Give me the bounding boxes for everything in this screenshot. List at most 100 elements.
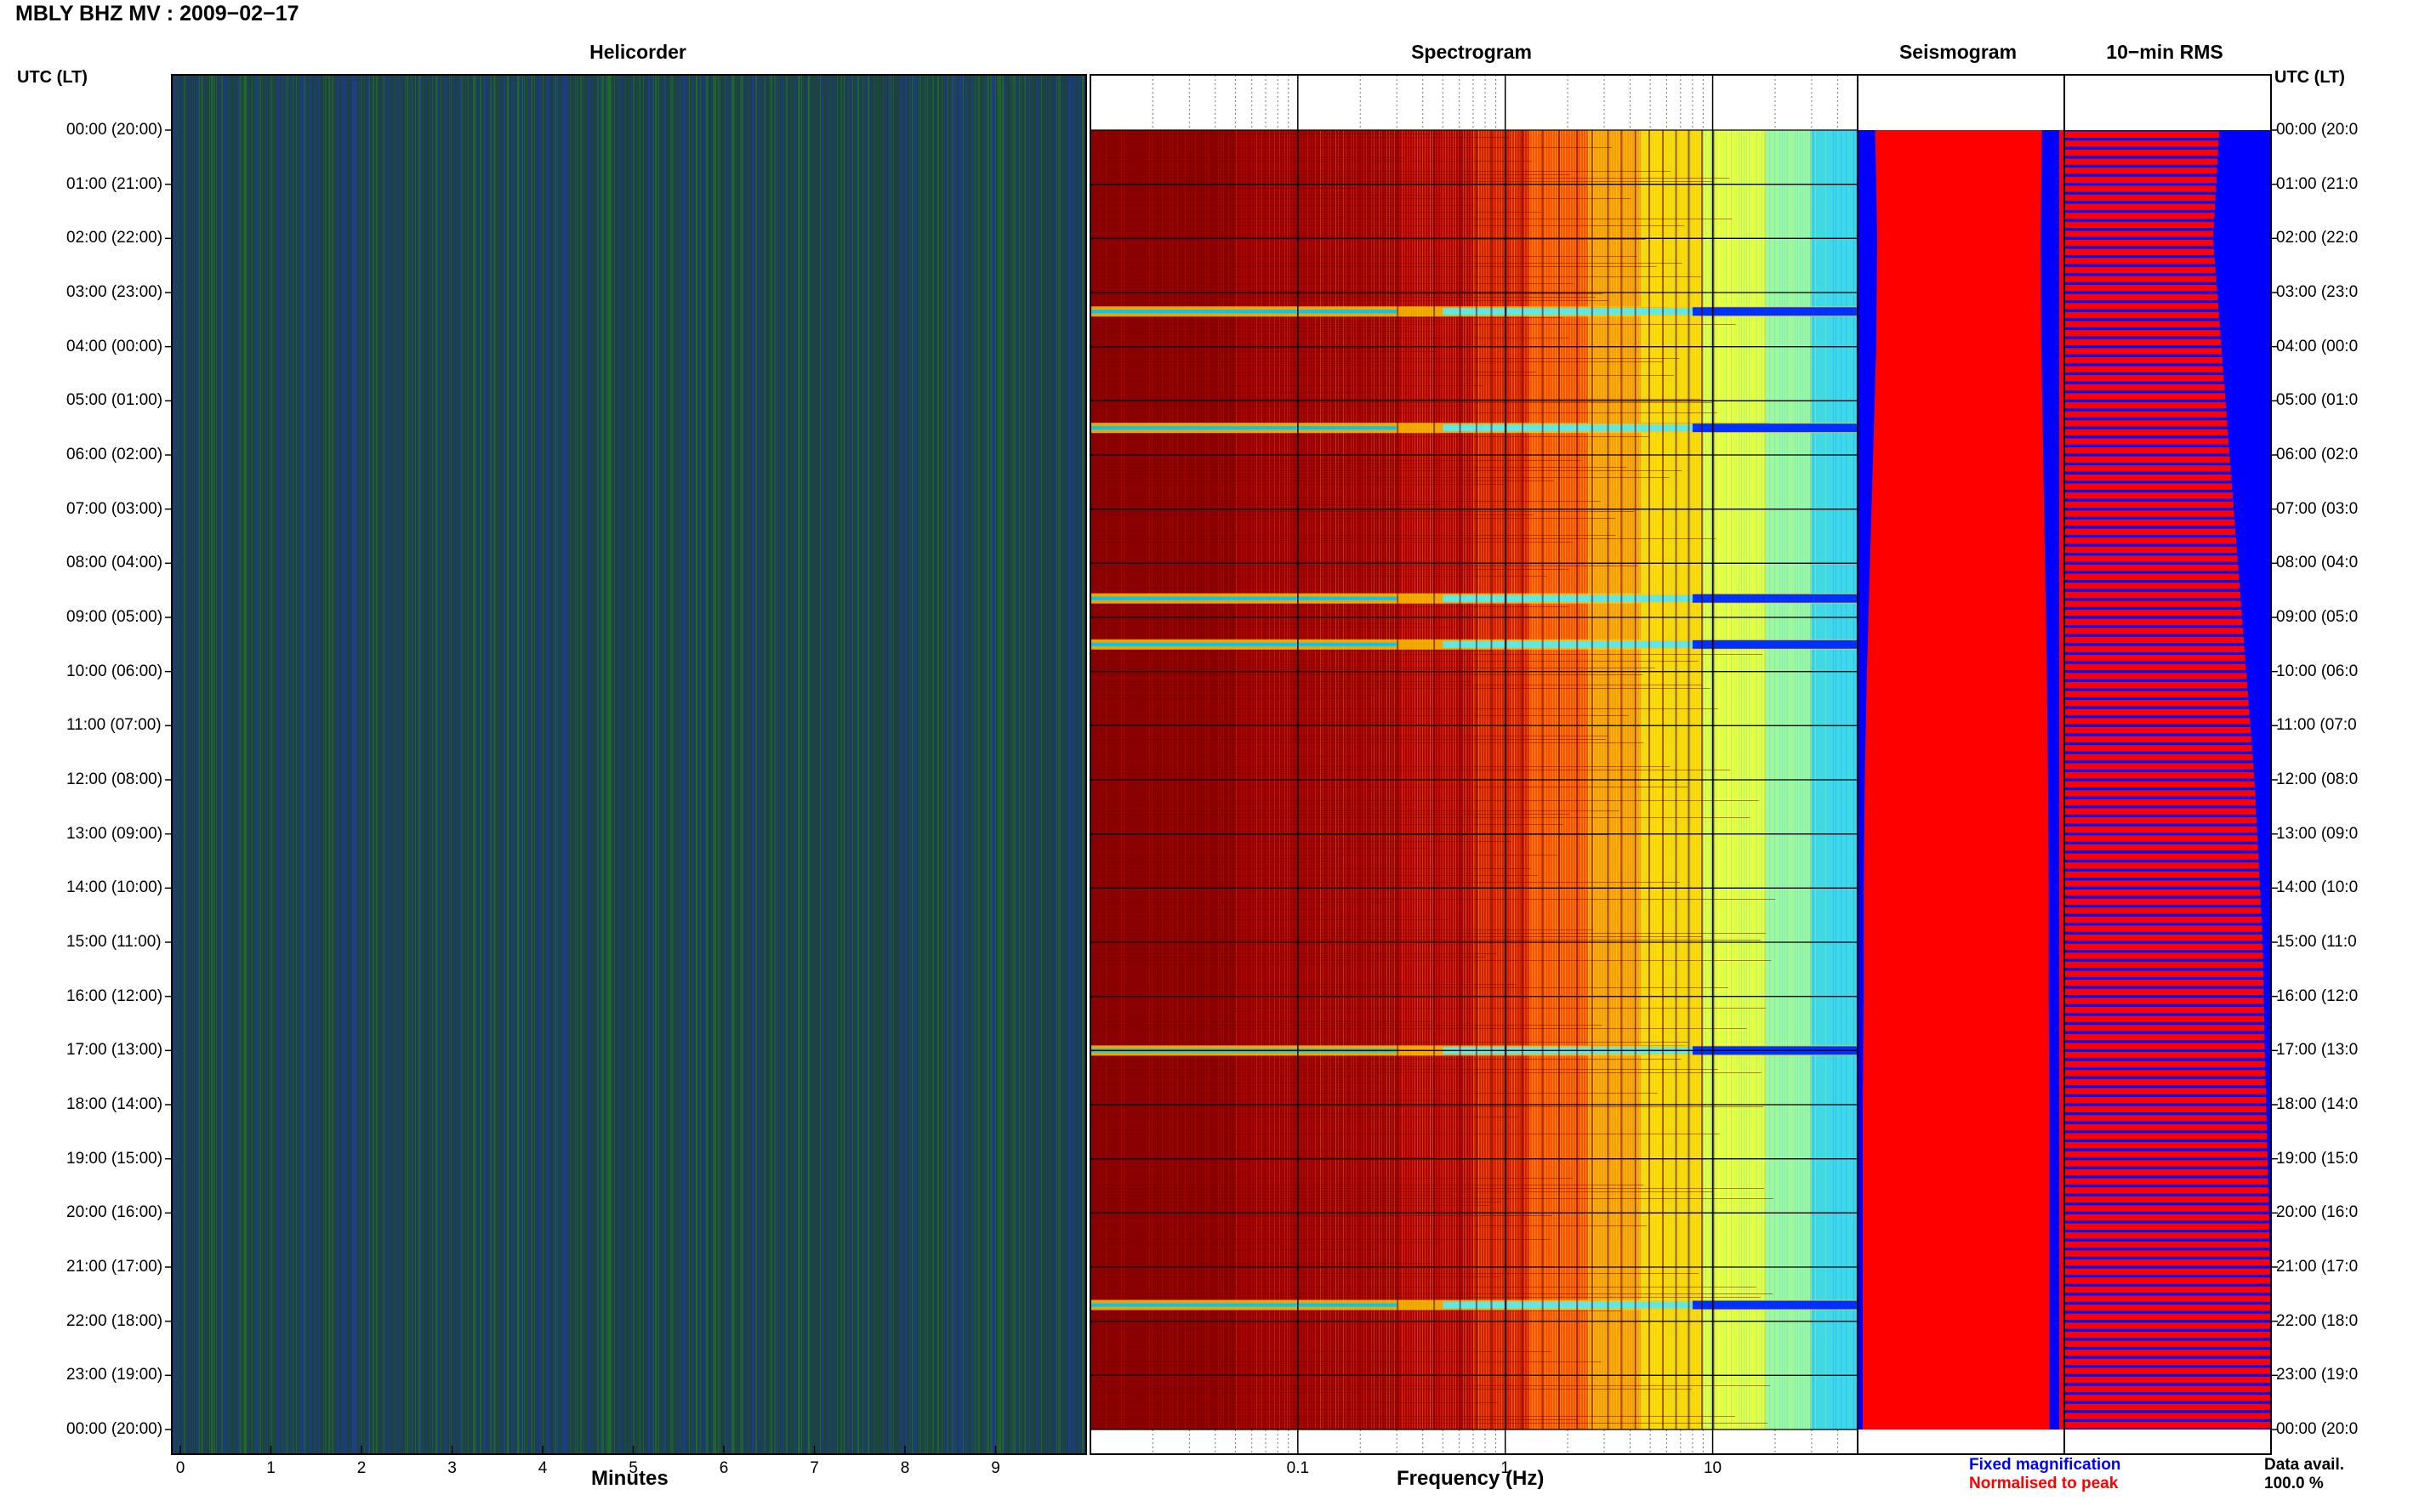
rms-bar xyxy=(2064,925,2262,932)
helicorder-trace xyxy=(374,75,375,1454)
helicorder-trace xyxy=(255,75,257,1454)
helicorder-trace xyxy=(204,75,205,1454)
rms-bar xyxy=(2064,1160,2268,1167)
minutes-tick-label: 3 xyxy=(447,1459,457,1477)
rms-bar xyxy=(2064,149,2218,156)
helicorder-trace xyxy=(932,75,934,1454)
helicorder-trace xyxy=(956,75,957,1454)
helicorder-trace xyxy=(566,75,568,1454)
helicorder-trace xyxy=(490,75,492,1454)
time-label-left: 09:00 (05:00) xyxy=(66,608,163,626)
helicorder-trace xyxy=(985,75,987,1454)
rms-bar xyxy=(2064,456,2230,463)
spectrogram-texture xyxy=(1090,681,1471,682)
spectrogram-texture xyxy=(1090,225,1685,226)
helicorder-trace xyxy=(975,75,976,1454)
helicorder-trace xyxy=(400,75,401,1454)
helicorder-trace xyxy=(811,75,812,1454)
helicorder-trace xyxy=(517,75,519,1454)
helicorder-trace xyxy=(978,75,980,1454)
helicorder-trace xyxy=(796,75,797,1454)
helicorder-trace xyxy=(1060,75,1061,1454)
spectrogram-texture xyxy=(1090,688,1710,689)
helicorder-trace xyxy=(779,75,780,1454)
spectrogram-texture xyxy=(1090,810,1619,811)
rms-bar xyxy=(2064,221,2214,229)
spectrogram-texture xyxy=(1090,497,1343,498)
helicorder-trace xyxy=(357,75,359,1454)
helicorder-trace xyxy=(344,75,345,1454)
helicorder-trace xyxy=(287,75,288,1454)
helicorder-trace xyxy=(218,75,219,1454)
x-ticks: 0 1 2 3 4 5 6 7 8 9 0.1 1 10 xyxy=(176,1446,1722,1477)
rms-bar xyxy=(2064,203,2216,210)
rms-bar xyxy=(2064,1340,2271,1347)
rms-bar xyxy=(2064,718,2251,725)
helicorder-trace xyxy=(235,75,236,1454)
helicorder-trace xyxy=(868,75,869,1454)
helicorder-trace xyxy=(864,75,866,1454)
time-label-left: 00:00 (20:00) xyxy=(66,121,163,139)
spectrogram-texture xyxy=(1090,514,1534,515)
event-blue xyxy=(1692,594,1858,603)
legend-normalised: Normalised to peak xyxy=(1969,1475,2119,1492)
helicorder-trace xyxy=(561,75,563,1454)
rms-bar xyxy=(2064,158,2218,165)
helicorder-trace xyxy=(407,75,408,1454)
helicorder-trace xyxy=(910,75,911,1454)
helicorder-trace xyxy=(755,75,757,1454)
helicorder-trace xyxy=(992,75,993,1454)
rms-bar xyxy=(2064,980,2264,986)
helicorder-trace xyxy=(839,75,840,1454)
helicorder-trace xyxy=(189,75,190,1454)
helicorder-trace xyxy=(376,75,378,1454)
helicorder-trace xyxy=(415,75,416,1454)
helicorder-trace xyxy=(873,75,874,1454)
helicorder-trace xyxy=(900,75,902,1454)
rms-bar xyxy=(2064,763,2254,770)
helicorder-trace xyxy=(388,75,390,1454)
helicorder-trace xyxy=(834,75,835,1454)
spectrogram-texture xyxy=(1090,1361,1602,1362)
rms-bar xyxy=(2064,321,2220,327)
event-cyan xyxy=(1443,640,1858,648)
spectrogram-texture xyxy=(1090,936,1703,937)
helicorder-trace xyxy=(1021,75,1022,1454)
helicorder-trace xyxy=(277,75,279,1454)
helicorder-trace xyxy=(456,75,457,1454)
spectrogram-texture xyxy=(1090,1351,1551,1352)
data-avail-label: Data avail. xyxy=(2264,1456,2344,1474)
rms-bar xyxy=(2064,465,2231,472)
spectrogram-texture xyxy=(1090,1263,1432,1264)
helicorder-trace xyxy=(332,75,333,1454)
helicorder-trace xyxy=(735,75,737,1454)
event-low xyxy=(1090,426,1397,430)
spectrogram-texture xyxy=(1090,324,1736,325)
rms-bar xyxy=(2064,591,2240,599)
helicorder-header: Helicorder xyxy=(589,41,686,63)
rms-bar xyxy=(2064,303,2219,310)
spectrogram-texture xyxy=(1090,841,1511,842)
spectrogram-texture xyxy=(1090,1188,1765,1189)
helicorder-trace xyxy=(663,75,665,1454)
helicorder-trace xyxy=(187,75,188,1454)
helicorder-trace xyxy=(175,75,177,1454)
helicorder-trace xyxy=(723,75,724,1454)
spectrogram-texture xyxy=(1090,1389,1693,1390)
helicorder-trace xyxy=(442,75,444,1454)
helicorder-trace xyxy=(1082,75,1084,1454)
helicorder-trace xyxy=(731,75,733,1454)
helicorder-trace xyxy=(958,75,959,1454)
spectrogram-texture xyxy=(1090,365,1392,366)
helicorder-trace xyxy=(1007,75,1008,1454)
helicorder-trace xyxy=(667,75,668,1454)
spectrogram-texture xyxy=(1090,627,1454,628)
spectrogram-texture xyxy=(1090,477,1670,478)
rms-bar xyxy=(2064,1367,2271,1374)
helicorder-trace xyxy=(908,75,910,1454)
helicorder-trace xyxy=(941,75,942,1454)
helicorder-trace xyxy=(646,75,647,1454)
spectrogram-texture xyxy=(1090,1310,1622,1311)
helicorder-trace xyxy=(473,75,475,1454)
helicorder-trace xyxy=(328,75,330,1454)
